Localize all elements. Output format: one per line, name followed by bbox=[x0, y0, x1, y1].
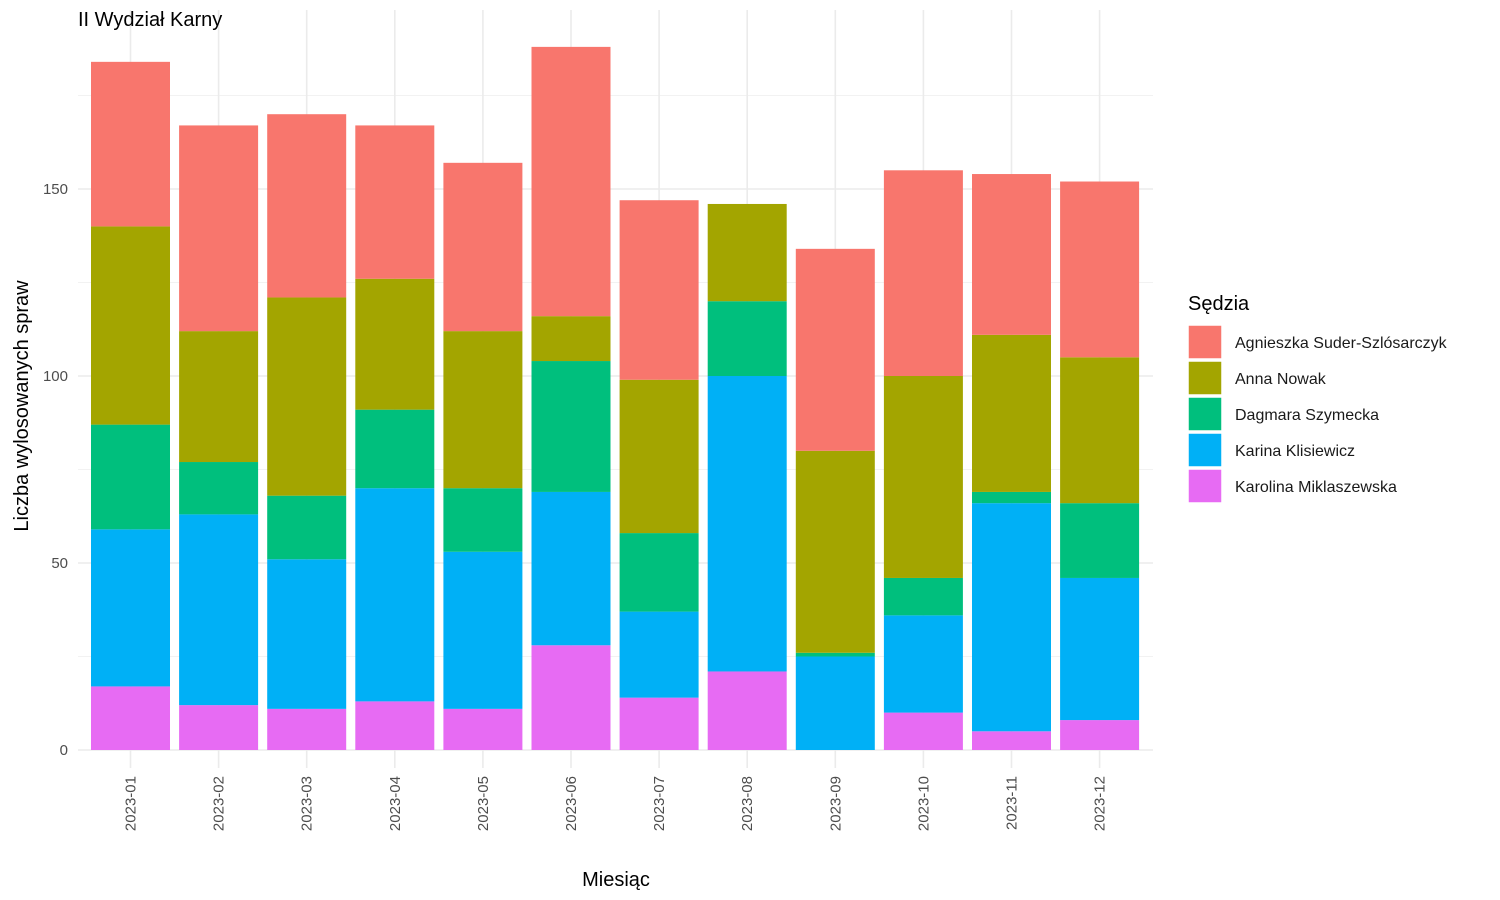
y-tick-label: 150 bbox=[43, 181, 68, 198]
bar-segment bbox=[267, 297, 347, 496]
bars bbox=[91, 46, 1140, 750]
bar-segment bbox=[883, 615, 963, 713]
bar-segment bbox=[972, 491, 1051, 504]
legend-swatch bbox=[1187, 324, 1223, 360]
bar-segment bbox=[972, 503, 1051, 732]
bar-segment bbox=[443, 331, 523, 489]
y-tick-label: 100 bbox=[43, 368, 68, 385]
legend-label: Karina Klisiewicz bbox=[1235, 443, 1355, 460]
bar-segment bbox=[795, 450, 875, 653]
legend: Sędzia Agnieszka Suder-Szlósarczyk Anna N… bbox=[1187, 293, 1448, 504]
bar-segment bbox=[619, 697, 699, 750]
bar-segment bbox=[619, 200, 699, 380]
bar-segment bbox=[707, 376, 787, 672]
legend-swatch bbox=[1187, 432, 1223, 468]
bar-segment bbox=[179, 705, 259, 750]
bar-segment bbox=[91, 61, 170, 227]
bar-segment bbox=[355, 488, 435, 702]
bar-segment bbox=[795, 656, 875, 750]
bar-segment bbox=[179, 514, 259, 706]
legend-label: Dagmara Szymecka bbox=[1235, 407, 1379, 424]
bar-segment bbox=[795, 248, 875, 451]
legend-label: Anna Nowak bbox=[1235, 371, 1327, 388]
bar-segment bbox=[619, 379, 699, 534]
legend-swatch bbox=[1187, 360, 1223, 396]
x-tick-label: 2023-08 bbox=[739, 776, 756, 831]
bar-segment bbox=[707, 671, 787, 750]
legend-title: Sędzia bbox=[1188, 293, 1250, 315]
bar-segment bbox=[355, 701, 435, 750]
bar-segment bbox=[1060, 357, 1140, 504]
bar-segment bbox=[91, 424, 170, 530]
bar-segment bbox=[267, 114, 347, 298]
legend-label: Karolina Miklaszewska bbox=[1235, 479, 1397, 496]
chart-title: II Wydział Karny bbox=[78, 9, 222, 31]
bar-segment bbox=[91, 226, 170, 425]
bar-segment bbox=[355, 409, 435, 489]
bar-segment bbox=[443, 488, 523, 552]
bar-segment bbox=[443, 708, 523, 750]
x-tick-label: 2023-02 bbox=[211, 776, 228, 831]
x-tick-label: 2023-07 bbox=[651, 776, 668, 831]
bar-segment bbox=[531, 361, 611, 492]
bar-segment bbox=[1060, 720, 1140, 750]
bar-segment bbox=[179, 331, 259, 463]
bar-segment bbox=[179, 462, 259, 515]
y-axis-title: Liczba wylosowanych spraw bbox=[11, 280, 33, 532]
bar-segment bbox=[1060, 503, 1140, 578]
bar-segment bbox=[267, 559, 347, 709]
legend-label: Agnieszka Suder-Szlósarczyk bbox=[1235, 335, 1448, 352]
bar-segment bbox=[972, 731, 1051, 750]
bar-segment bbox=[795, 652, 875, 657]
bar-segment bbox=[355, 278, 435, 410]
bar-segment bbox=[531, 491, 611, 646]
legend-swatch bbox=[1187, 468, 1223, 504]
bar-segment bbox=[91, 686, 170, 750]
bar-segment bbox=[443, 551, 523, 709]
x-tick-label: 2023-01 bbox=[123, 776, 140, 831]
bar-segment bbox=[531, 645, 611, 750]
bar-segment bbox=[707, 301, 787, 376]
bar-segment bbox=[531, 316, 611, 362]
bar-segment bbox=[707, 203, 787, 302]
bar-segment bbox=[619, 611, 699, 698]
bar-segment bbox=[883, 376, 963, 578]
x-axis-ticks: 2023-01 2023-02 2023-03 2023-04 2023-05 2023-… bbox=[123, 776, 1109, 831]
x-tick-label: 2023-10 bbox=[915, 776, 932, 831]
bar-segment bbox=[972, 174, 1051, 335]
x-tick-label: 2023-05 bbox=[475, 776, 492, 831]
bar-segment bbox=[972, 334, 1051, 492]
y-tick-label: 50 bbox=[51, 555, 68, 572]
bar-segment bbox=[91, 529, 170, 687]
bar-segment bbox=[531, 46, 611, 317]
bar-segment bbox=[883, 712, 963, 750]
x-tick-label: 2023-06 bbox=[563, 776, 580, 831]
y-axis-ticks: 0 50 100 150 bbox=[43, 181, 68, 759]
x-tick-label: 2023-04 bbox=[387, 776, 404, 831]
bar-segment bbox=[443, 162, 523, 332]
bar-segment bbox=[267, 708, 347, 750]
bar-segment bbox=[267, 495, 347, 560]
bar-segment bbox=[355, 125, 435, 279]
bar-segment bbox=[1060, 181, 1140, 358]
x-tick-label: 2023-03 bbox=[299, 776, 316, 831]
bar-segment bbox=[883, 577, 963, 616]
x-tick-label: 2023-11 bbox=[1004, 776, 1021, 830]
bar-segment bbox=[883, 170, 963, 376]
legend-swatch bbox=[1187, 396, 1223, 432]
x-tick-label: 2023-09 bbox=[827, 776, 844, 831]
bar-segment bbox=[179, 125, 259, 332]
x-axis-title: Miesiąc bbox=[582, 869, 650, 891]
bar-segment bbox=[1060, 577, 1140, 721]
bar-segment bbox=[619, 533, 699, 612]
x-tick-label: 2023-12 bbox=[1092, 776, 1109, 831]
y-tick-label: 0 bbox=[60, 742, 68, 759]
